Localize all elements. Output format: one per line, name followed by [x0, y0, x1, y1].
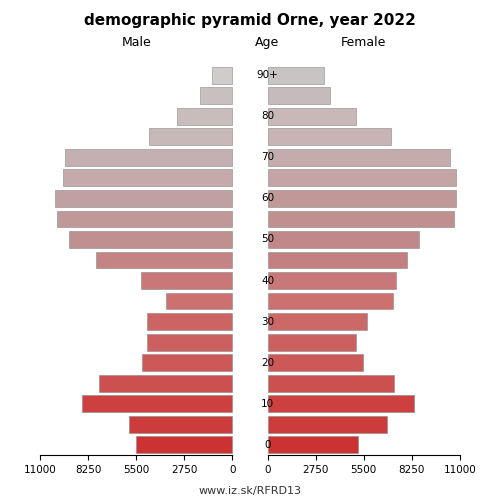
Bar: [268, 128, 391, 146]
Bar: [147, 334, 232, 350]
Text: 0: 0: [264, 440, 271, 450]
Bar: [268, 334, 356, 350]
Bar: [200, 88, 232, 104]
Text: demographic pyramid Orne, year 2022: demographic pyramid Orne, year 2022: [84, 12, 416, 28]
Bar: [66, 149, 232, 166]
Bar: [140, 272, 232, 289]
Bar: [268, 67, 324, 84]
Bar: [268, 436, 358, 453]
Bar: [166, 292, 232, 310]
Text: 30: 30: [261, 316, 274, 326]
Bar: [142, 354, 233, 371]
Bar: [129, 416, 232, 432]
Text: Age: Age: [256, 36, 280, 49]
Text: 90+: 90+: [256, 70, 278, 81]
Text: 60: 60: [261, 194, 274, 203]
Text: Female: Female: [341, 36, 386, 49]
Bar: [69, 231, 232, 248]
Bar: [268, 190, 456, 207]
Bar: [136, 436, 232, 453]
Bar: [268, 374, 394, 392]
Bar: [212, 67, 233, 84]
Bar: [268, 149, 450, 166]
Bar: [98, 374, 232, 392]
Bar: [268, 272, 396, 289]
Bar: [178, 108, 233, 124]
Bar: [268, 210, 454, 228]
Bar: [63, 170, 232, 186]
Bar: [96, 252, 232, 268]
Bar: [268, 170, 456, 186]
Bar: [268, 313, 367, 330]
Text: 50: 50: [261, 234, 274, 244]
Bar: [150, 128, 232, 146]
Bar: [268, 231, 419, 248]
Bar: [82, 396, 233, 412]
Bar: [268, 396, 414, 412]
Bar: [268, 88, 330, 104]
Bar: [268, 108, 356, 124]
Bar: [268, 292, 392, 310]
Bar: [268, 416, 388, 432]
Text: www.iz.sk/RFRD13: www.iz.sk/RFRD13: [198, 486, 302, 496]
Text: 20: 20: [261, 358, 274, 368]
Bar: [56, 210, 233, 228]
Bar: [147, 313, 232, 330]
Text: 40: 40: [261, 276, 274, 285]
Bar: [55, 190, 233, 207]
Text: 70: 70: [261, 152, 274, 162]
Bar: [268, 354, 363, 371]
Bar: [268, 252, 406, 268]
Text: 80: 80: [261, 112, 274, 122]
Text: Male: Male: [122, 36, 151, 49]
Text: 10: 10: [261, 398, 274, 408]
